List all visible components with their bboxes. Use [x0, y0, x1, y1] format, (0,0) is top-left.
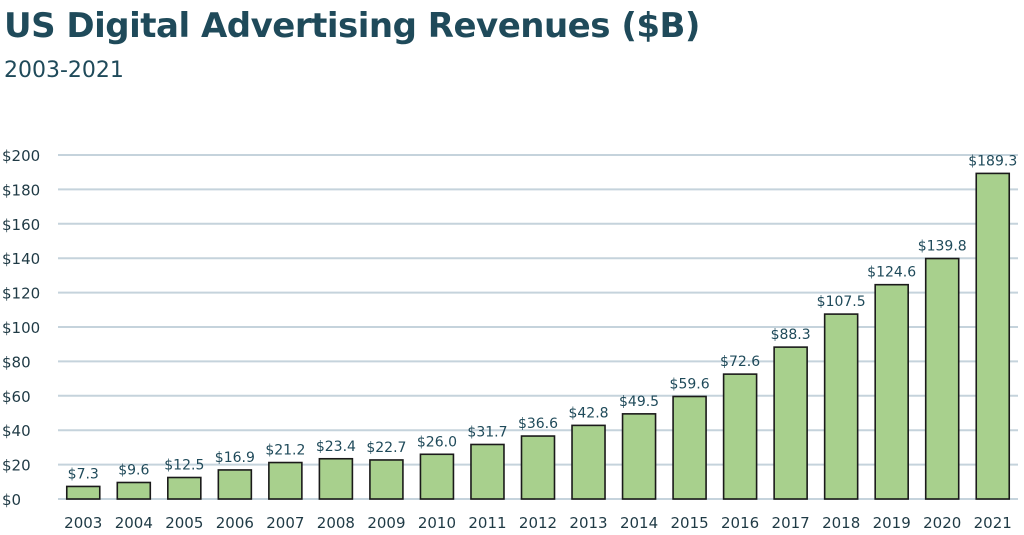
data-label-2003: $7.3	[68, 466, 99, 482]
bar-2013	[571, 424, 606, 500]
data-label-2015: $59.6	[670, 376, 710, 392]
data-label-2011: $31.7	[467, 424, 507, 440]
bar-2016	[722, 373, 758, 500]
x-tick-label-2017: 2017	[772, 514, 810, 532]
y-tick-label: $20	[2, 457, 31, 475]
bars	[65, 172, 1011, 500]
bar-2012	[520, 435, 556, 500]
data-label-2004: $9.6	[118, 462, 149, 478]
data-label-2018: $107.5	[817, 294, 866, 310]
x-tick-label-2009: 2009	[367, 514, 405, 532]
x-tick-label-2008: 2008	[317, 514, 355, 532]
y-tick-label: $60	[2, 388, 31, 406]
bar-2021	[975, 172, 1011, 500]
chart-subtitle: 2003-2021	[4, 58, 124, 83]
data-label-2014: $49.5	[619, 394, 659, 410]
data-labels: $7.3 $9.6 $12.5 $16.9 $21.2 $23.4 $22.7 $26.0 $3…	[68, 153, 1018, 482]
bar-2007	[268, 461, 303, 500]
y-tick-label: $140	[2, 250, 40, 268]
data-label-2010: $26.0	[417, 434, 457, 450]
data-label-2017: $88.3	[771, 327, 811, 343]
bar-2006	[217, 469, 253, 500]
bar-2015	[672, 395, 707, 500]
bar-2004	[116, 481, 152, 500]
bar-2005	[167, 476, 202, 500]
y-tick-label: $120	[2, 285, 40, 303]
data-label-2012: $36.6	[518, 416, 558, 432]
x-tick-label-2019: 2019	[873, 514, 911, 532]
data-label-2019: $124.6	[867, 265, 916, 281]
x-tick-label-2015: 2015	[670, 514, 708, 532]
y-tick-label: $200	[2, 147, 40, 165]
bar-2018	[823, 313, 859, 500]
bar-2014	[621, 413, 657, 500]
x-tick-label-2004: 2004	[115, 514, 153, 532]
bar-2008	[318, 457, 354, 500]
bar-2017	[773, 346, 808, 500]
bar-2003	[65, 485, 101, 500]
y-tick-label: $0	[2, 491, 21, 509]
y-tick-label: $100	[2, 319, 40, 337]
x-tick-label-2018: 2018	[822, 514, 860, 532]
data-label-2021: $189.3	[968, 153, 1017, 169]
x-tick-label-2021: 2021	[974, 514, 1012, 532]
y-axis-ticks: $0 $20 $40 $60 $80 $100 $120 $140 $160 $180 $200	[2, 147, 40, 509]
data-label-2020: $139.8	[918, 239, 967, 255]
x-tick-label-2011: 2011	[468, 514, 506, 532]
y-tick-label: $40	[2, 422, 31, 440]
x-tick-label-2013: 2013	[569, 514, 607, 532]
x-tick-label-2012: 2012	[519, 514, 557, 532]
x-tick-label-2014: 2014	[620, 514, 658, 532]
bar-2019	[874, 283, 909, 500]
bar-2011	[470, 443, 505, 500]
data-label-2007: $21.2	[265, 443, 305, 459]
data-label-2016: $72.6	[720, 354, 760, 370]
bar-2020	[924, 257, 960, 500]
data-label-2008: $23.4	[316, 439, 356, 455]
x-tick-label-2006: 2006	[216, 514, 254, 532]
x-tick-label-2003: 2003	[64, 514, 102, 532]
x-tick-label-2005: 2005	[165, 514, 203, 532]
y-tick-label: $80	[2, 353, 31, 371]
y-tick-label: $160	[2, 216, 40, 234]
bar-2010	[419, 453, 455, 500]
x-tick-label-2016: 2016	[721, 514, 759, 532]
x-axis-ticks: 2003 2004 2005 2006 2007 2008 2009 2010 2011 2012…	[64, 514, 1012, 532]
data-label-2013: $42.8	[568, 405, 608, 421]
chart-title: US Digital Advertising Revenues ($B)	[4, 6, 700, 46]
x-tick-label-2010: 2010	[418, 514, 456, 532]
bar-2009	[369, 459, 404, 500]
data-label-2005: $12.5	[164, 458, 204, 474]
x-tick-label-2007: 2007	[266, 514, 304, 532]
y-tick-label: $180	[2, 181, 40, 199]
data-label-2009: $22.7	[366, 440, 406, 456]
data-label-2006: $16.9	[215, 450, 255, 466]
x-tick-label-2020: 2020	[923, 514, 961, 532]
